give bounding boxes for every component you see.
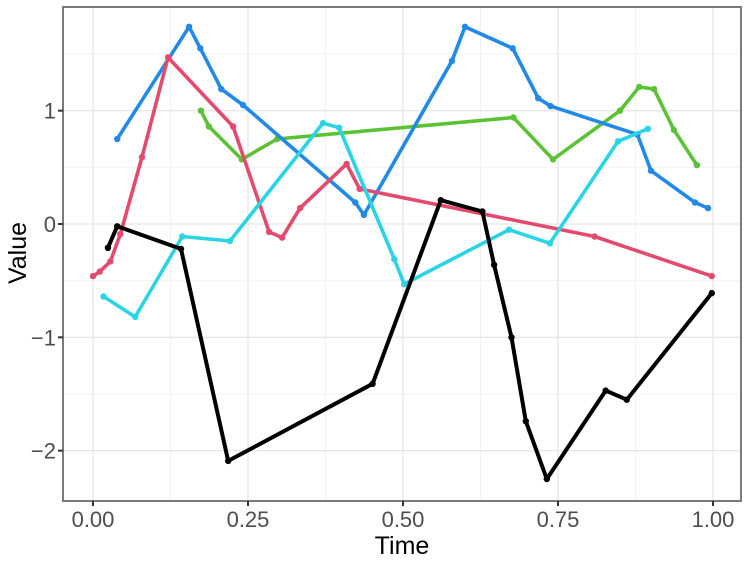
gridlines: [63, 7, 741, 501]
y-tick-label: 1: [44, 99, 56, 124]
green-point: [205, 123, 213, 130]
axis-ticks: [58, 109, 714, 506]
green-point: [549, 156, 557, 163]
axis-tick-labels: 0.00 0.25 0.50 0.75 1.00 −2 −1 0 1: [31, 99, 735, 532]
series-cyan: [100, 119, 652, 321]
black-line: [105, 198, 714, 481]
panel-border: [62, 6, 742, 502]
pink-point: [138, 153, 146, 161]
pink-point: [708, 272, 715, 280]
black-point: [104, 244, 112, 251]
pink-point: [278, 234, 286, 241]
green-point: [510, 114, 517, 121]
pink-point: [229, 123, 237, 130]
black-point: [225, 457, 232, 465]
blue-point: [691, 199, 699, 206]
blue-point: [509, 45, 516, 52]
y-tick-label: −1: [31, 325, 56, 350]
cyan-point: [226, 237, 234, 245]
x-tick-label: 0.00: [72, 507, 115, 532]
green-point: [693, 161, 701, 169]
black-point: [602, 387, 609, 394]
cyan-point: [505, 226, 513, 233]
black-point: [114, 223, 121, 230]
blue-point: [448, 57, 456, 64]
green-point: [616, 107, 624, 114]
green-point: [636, 83, 643, 91]
cyan-point: [391, 255, 398, 263]
pink-point: [117, 231, 124, 238]
blue-point: [197, 45, 204, 52]
series-layer: [89, 23, 715, 483]
blue-point: [114, 135, 121, 143]
blue-line: [115, 25, 710, 217]
series-blue: [114, 23, 712, 219]
black-point: [437, 197, 444, 204]
pink-line: [91, 55, 714, 278]
black-point: [508, 334, 515, 341]
cyan-point: [644, 125, 652, 132]
pink-point: [356, 185, 363, 193]
pink-point: [265, 228, 273, 236]
black-point: [490, 261, 498, 268]
black-point: [543, 475, 550, 483]
cyan-point: [100, 293, 107, 300]
cyan-point: [319, 119, 327, 127]
green-point: [197, 107, 205, 114]
black-point: [177, 245, 185, 253]
blue-point: [535, 95, 542, 102]
cyan-point: [546, 240, 554, 247]
pink-point: [89, 272, 97, 280]
blue-point: [352, 199, 359, 206]
blue-point: [185, 23, 193, 30]
cyan-point: [401, 280, 408, 288]
blue-point: [647, 167, 655, 174]
x-tick-label: 1.00: [692, 507, 735, 532]
blue-point: [360, 211, 368, 219]
pink-point: [96, 268, 104, 275]
y-tick-label: −2: [31, 439, 56, 464]
pink-point: [343, 160, 350, 168]
green-point: [670, 126, 678, 134]
series-green: [197, 83, 701, 169]
x-tick-label: 0.75: [537, 507, 580, 532]
black-point: [522, 418, 529, 425]
blue-point: [461, 23, 469, 30]
series-black: [104, 197, 715, 483]
pink-point: [107, 258, 114, 265]
green-point: [650, 85, 658, 93]
blue-point: [239, 101, 247, 109]
black-point: [708, 289, 715, 297]
blue-point: [547, 102, 554, 110]
x-axis-title: Time: [375, 532, 430, 560]
series-pink: [89, 54, 715, 280]
cyan-point: [179, 233, 186, 240]
cyan-line: [101, 121, 650, 319]
cyan-point: [132, 313, 139, 321]
cyan-point: [614, 138, 622, 145]
black-point: [623, 396, 630, 403]
y-axis-title: Value: [4, 222, 32, 284]
blue-point: [218, 85, 225, 93]
black-point: [369, 380, 376, 387]
blue-point: [704, 204, 712, 212]
pink-point: [591, 233, 598, 240]
pink-point: [164, 54, 172, 61]
pink-point: [296, 204, 304, 212]
y-tick-label: 0: [44, 212, 56, 237]
x-tick-label: 0.25: [227, 507, 270, 532]
black-point: [479, 208, 486, 215]
green-line: [199, 85, 699, 167]
x-tick-label: 0.50: [382, 507, 425, 532]
cyan-point: [335, 124, 343, 131]
